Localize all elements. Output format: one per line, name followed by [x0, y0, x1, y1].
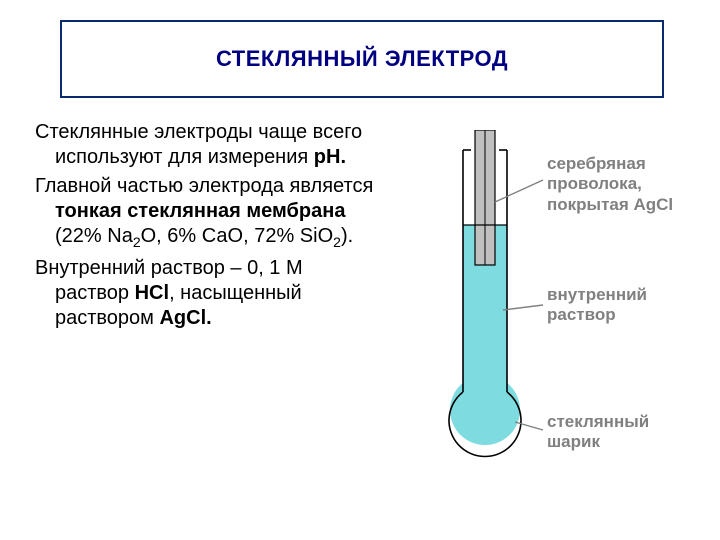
l2-1: внутренний [547, 285, 647, 304]
paragraph-2: Главной частью электрода является тонкая… [35, 174, 375, 252]
sub1: 2 [133, 234, 141, 250]
electrode-diagram: серебряная проволока, покрытая AgCl внут… [395, 130, 705, 490]
p3-b: HCl [135, 282, 169, 304]
l2-2: раствор [547, 305, 616, 324]
bulb-solution [450, 375, 520, 445]
p2-e: ). [341, 225, 353, 247]
leader-1 [495, 180, 543, 202]
leader-3 [515, 422, 543, 430]
p2-c: (22% Na [55, 225, 133, 247]
l1-3: покрытая AgCl [547, 195, 673, 214]
p1-bold: рН. [314, 146, 346, 168]
paragraph-3: Внутренний раствор – 0, 1 М раствор HCl,… [35, 256, 375, 331]
page-title: СТЕКЛЯННЫЙ ЭЛЕКТРОД [216, 46, 508, 72]
label-wire: серебряная проволока, покрытая AgCl [547, 154, 673, 215]
leader-2 [503, 305, 543, 310]
label-solution: внутренний раствор [547, 285, 647, 326]
p2-d: O, 6% СаО, 72% SiO [141, 225, 334, 247]
title-box: СТЕКЛЯННЫЙ ЭЛЕКТРОД [60, 20, 664, 98]
paragraph-1: Стеклянные электроды чаще всего использу… [35, 120, 375, 170]
p2-a: Главной частью электрода является [35, 175, 373, 197]
l1-1: серебряная [547, 154, 646, 173]
p2-bold: тонкая стеклянная мембрана [55, 200, 345, 222]
description-text: Стеклянные электроды чаще всего использу… [35, 120, 375, 335]
sub2: 2 [333, 234, 341, 250]
l1-2: проволока, [547, 174, 642, 193]
l3-2: шарик [547, 432, 600, 451]
p3-d: AgCl. [159, 307, 211, 329]
label-bulb: стеклянный шарик [547, 412, 649, 453]
l3-1: стеклянный [547, 412, 649, 431]
